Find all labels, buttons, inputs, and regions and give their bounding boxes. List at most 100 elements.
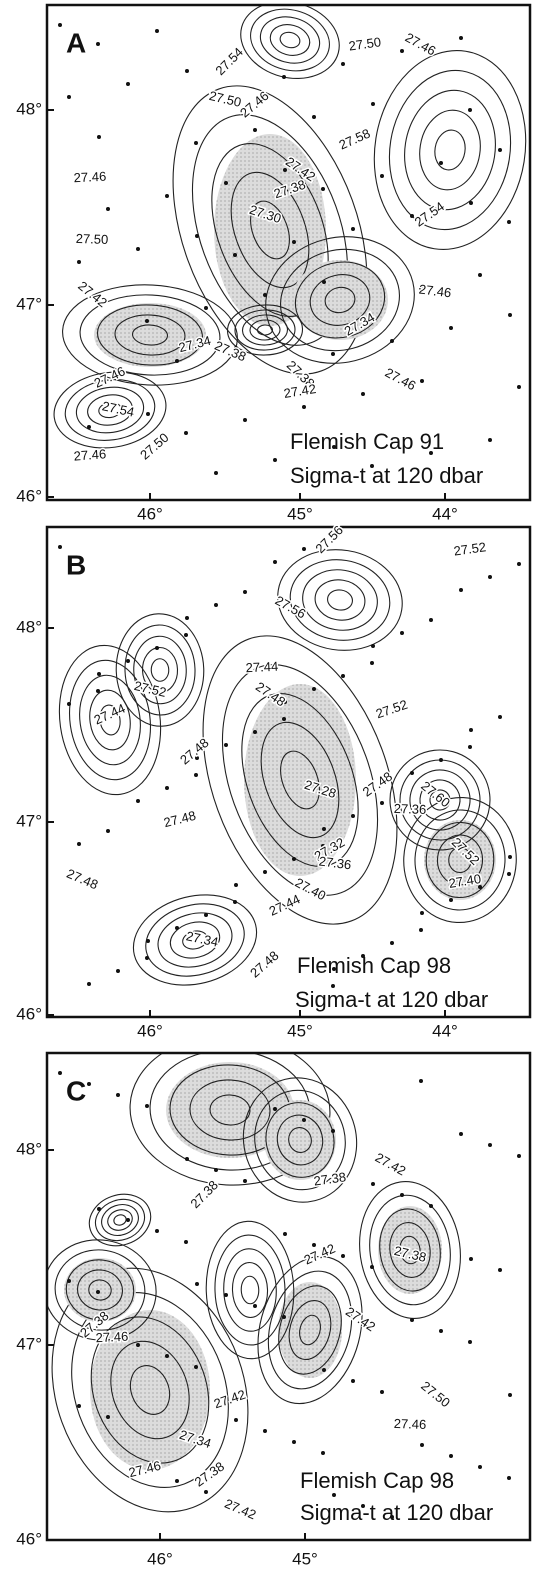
station-dot — [292, 1440, 296, 1444]
contour-label: 27.46 — [403, 30, 439, 59]
contour-line — [88, 1279, 112, 1301]
contour-line — [141, 646, 179, 694]
station-dot — [449, 898, 453, 902]
station-dot — [380, 1390, 384, 1394]
contour-line — [47, 1239, 157, 1341]
y-tick-label: 47° — [16, 294, 42, 313]
contour-line — [240, 5, 340, 80]
contour-line — [88, 1193, 152, 1247]
station-dot — [106, 1415, 110, 1419]
station-dot — [195, 756, 199, 760]
contour-line — [77, 1269, 123, 1311]
station-dot — [58, 545, 62, 549]
station-dot — [96, 42, 100, 46]
station-dot — [136, 799, 140, 803]
contour-line — [54, 1249, 146, 1331]
contour-label: 27.40 — [448, 871, 482, 891]
contour-line — [409, 769, 471, 831]
station-dot — [184, 1240, 188, 1244]
contour-label: 27.38 — [187, 1177, 221, 1211]
contour-line — [150, 658, 170, 682]
contour-line — [302, 569, 378, 631]
station-dot — [283, 700, 287, 704]
station-dot — [273, 458, 277, 462]
station-dot — [96, 689, 100, 693]
station-dot — [234, 1418, 238, 1422]
contour-line — [399, 1235, 421, 1265]
contour-line — [131, 324, 169, 346]
contour-line — [169, 921, 221, 959]
station-dot — [136, 247, 140, 251]
station-dot — [321, 844, 325, 848]
station-dot — [116, 372, 120, 376]
station-dot — [429, 1204, 433, 1208]
station-dot — [498, 1268, 502, 1272]
contour-line — [389, 1222, 431, 1278]
contour-line — [90, 1316, 210, 1464]
x-tick-label: 45° — [287, 504, 313, 523]
contour-label: 27.38 — [313, 1169, 347, 1188]
contour-line — [230, 171, 310, 289]
y-tick-label: 47° — [16, 1334, 42, 1353]
contour-label: 27.54 — [212, 44, 246, 78]
x-tick-label: 46° — [137, 504, 163, 523]
x-tick-label: 46° — [137, 1021, 163, 1040]
station-dot — [400, 1193, 404, 1197]
station-dot — [106, 207, 110, 211]
station-dot — [361, 392, 365, 396]
station-dot — [507, 872, 511, 876]
contour-line — [79, 294, 221, 376]
map-panel — [53, 5, 527, 475]
contour-line — [96, 304, 204, 366]
y-tick-label: 46° — [16, 486, 42, 505]
station-dot — [459, 588, 463, 592]
contour-line — [182, 930, 208, 950]
station-dot — [420, 379, 424, 383]
station-dot — [400, 49, 404, 53]
panel-label: C — [66, 1075, 86, 1106]
contour-label: 27.50 — [137, 430, 171, 463]
contour-line — [434, 129, 466, 171]
station-dot — [67, 1279, 71, 1283]
station-dot — [302, 405, 306, 409]
contour-line — [94, 1198, 146, 1242]
contour-line — [172, 85, 368, 375]
contour-line — [419, 109, 481, 191]
contour-line — [53, 371, 167, 449]
station-dot — [234, 883, 238, 887]
station-dot — [155, 1229, 159, 1233]
station-dot — [380, 801, 384, 805]
station-dot — [332, 967, 336, 971]
contour-label: 27.50 — [76, 231, 109, 247]
station-dot — [302, 1118, 306, 1122]
contour-label: 27.50 — [418, 1378, 453, 1410]
station-dot — [234, 346, 238, 350]
station-dot — [58, 23, 62, 27]
station-dot — [194, 141, 198, 145]
station-dot — [243, 590, 247, 594]
station-dot — [146, 412, 150, 416]
contour-label: 27.46 — [95, 1329, 128, 1346]
station-dot — [253, 128, 257, 132]
contour-line — [214, 1234, 286, 1346]
station-dot — [97, 672, 101, 676]
station-dot — [273, 560, 277, 564]
station-dot — [145, 1104, 149, 1108]
contour-line — [265, 236, 415, 364]
stipple-area — [214, 134, 326, 326]
station-dot — [507, 1476, 511, 1480]
station-dot — [459, 36, 463, 40]
contour-line — [388, 69, 512, 231]
contour-line — [324, 286, 356, 314]
station-dot — [87, 425, 91, 429]
contour-line — [99, 704, 121, 736]
station-dot — [498, 715, 502, 719]
contour-line — [202, 635, 398, 925]
station-dot — [439, 1329, 443, 1333]
station-dot — [87, 1082, 91, 1086]
contour-label: 27.50 — [208, 88, 243, 110]
station-dot — [420, 911, 424, 915]
station-dot — [478, 1465, 482, 1469]
contour-line — [257, 1255, 363, 1405]
